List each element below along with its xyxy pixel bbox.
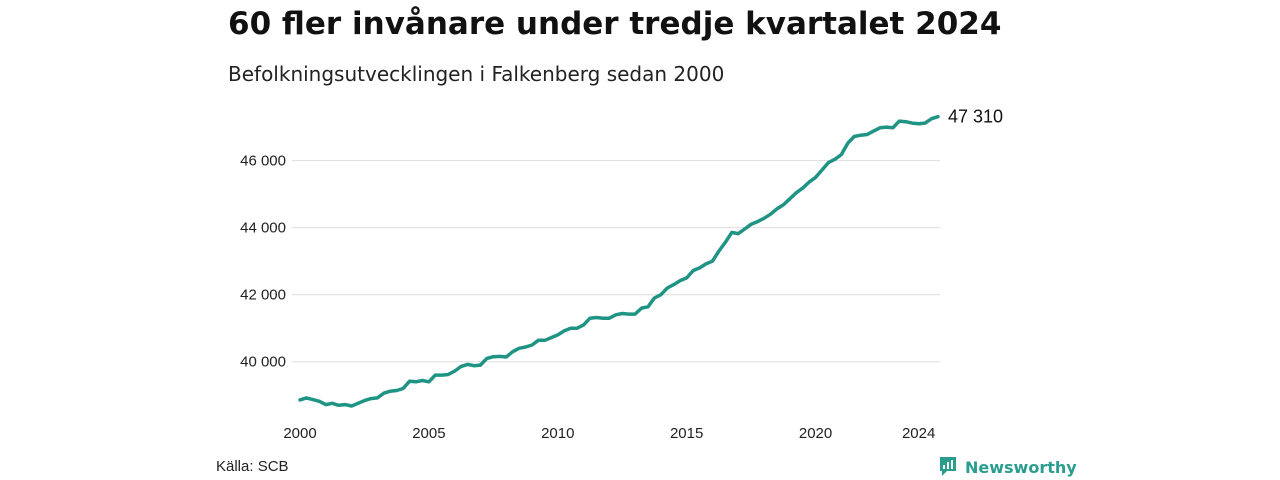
x-tick-label: 2015 [670, 425, 703, 442]
brand-logo-group: Newsworthy [938, 456, 1077, 478]
y-tick-label: 40 000 [240, 354, 286, 371]
y-tick-label: 42 000 [240, 287, 286, 304]
x-tick-label: 2020 [799, 425, 832, 442]
y-tick-label: 46 000 [240, 153, 286, 170]
source-note: Källa: SCB [216, 458, 289, 475]
brand-name: Newsworthy [965, 457, 1077, 477]
x-tick-label: 2010 [541, 425, 574, 442]
chart-subtitle: Befolkningsutvecklingen i Falkenberg sed… [228, 62, 725, 86]
grid-lines [292, 160, 940, 363]
series-layer [298, 114, 940, 408]
chart-title: 60 fler invånare under tredje kvartalet … [228, 6, 1002, 42]
newsworthy-logo-icon [940, 457, 956, 476]
annotation-layer: 47 310 [948, 107, 1003, 127]
population-series-line [298, 114, 940, 408]
y-axis-tick-labels: 40 000 42 000 44 000 46 000 [240, 153, 286, 371]
x-axis-tick-labels: 2000 2005 2010 2015 2020 2024 [283, 425, 935, 442]
x-tick-label: 2005 [412, 425, 445, 442]
end-value-label: 47 310 [948, 107, 1003, 127]
x-tick-label: 2024 [902, 425, 935, 442]
x-tick-label: 2000 [283, 425, 316, 442]
y-tick-label: 44 000 [240, 220, 286, 237]
